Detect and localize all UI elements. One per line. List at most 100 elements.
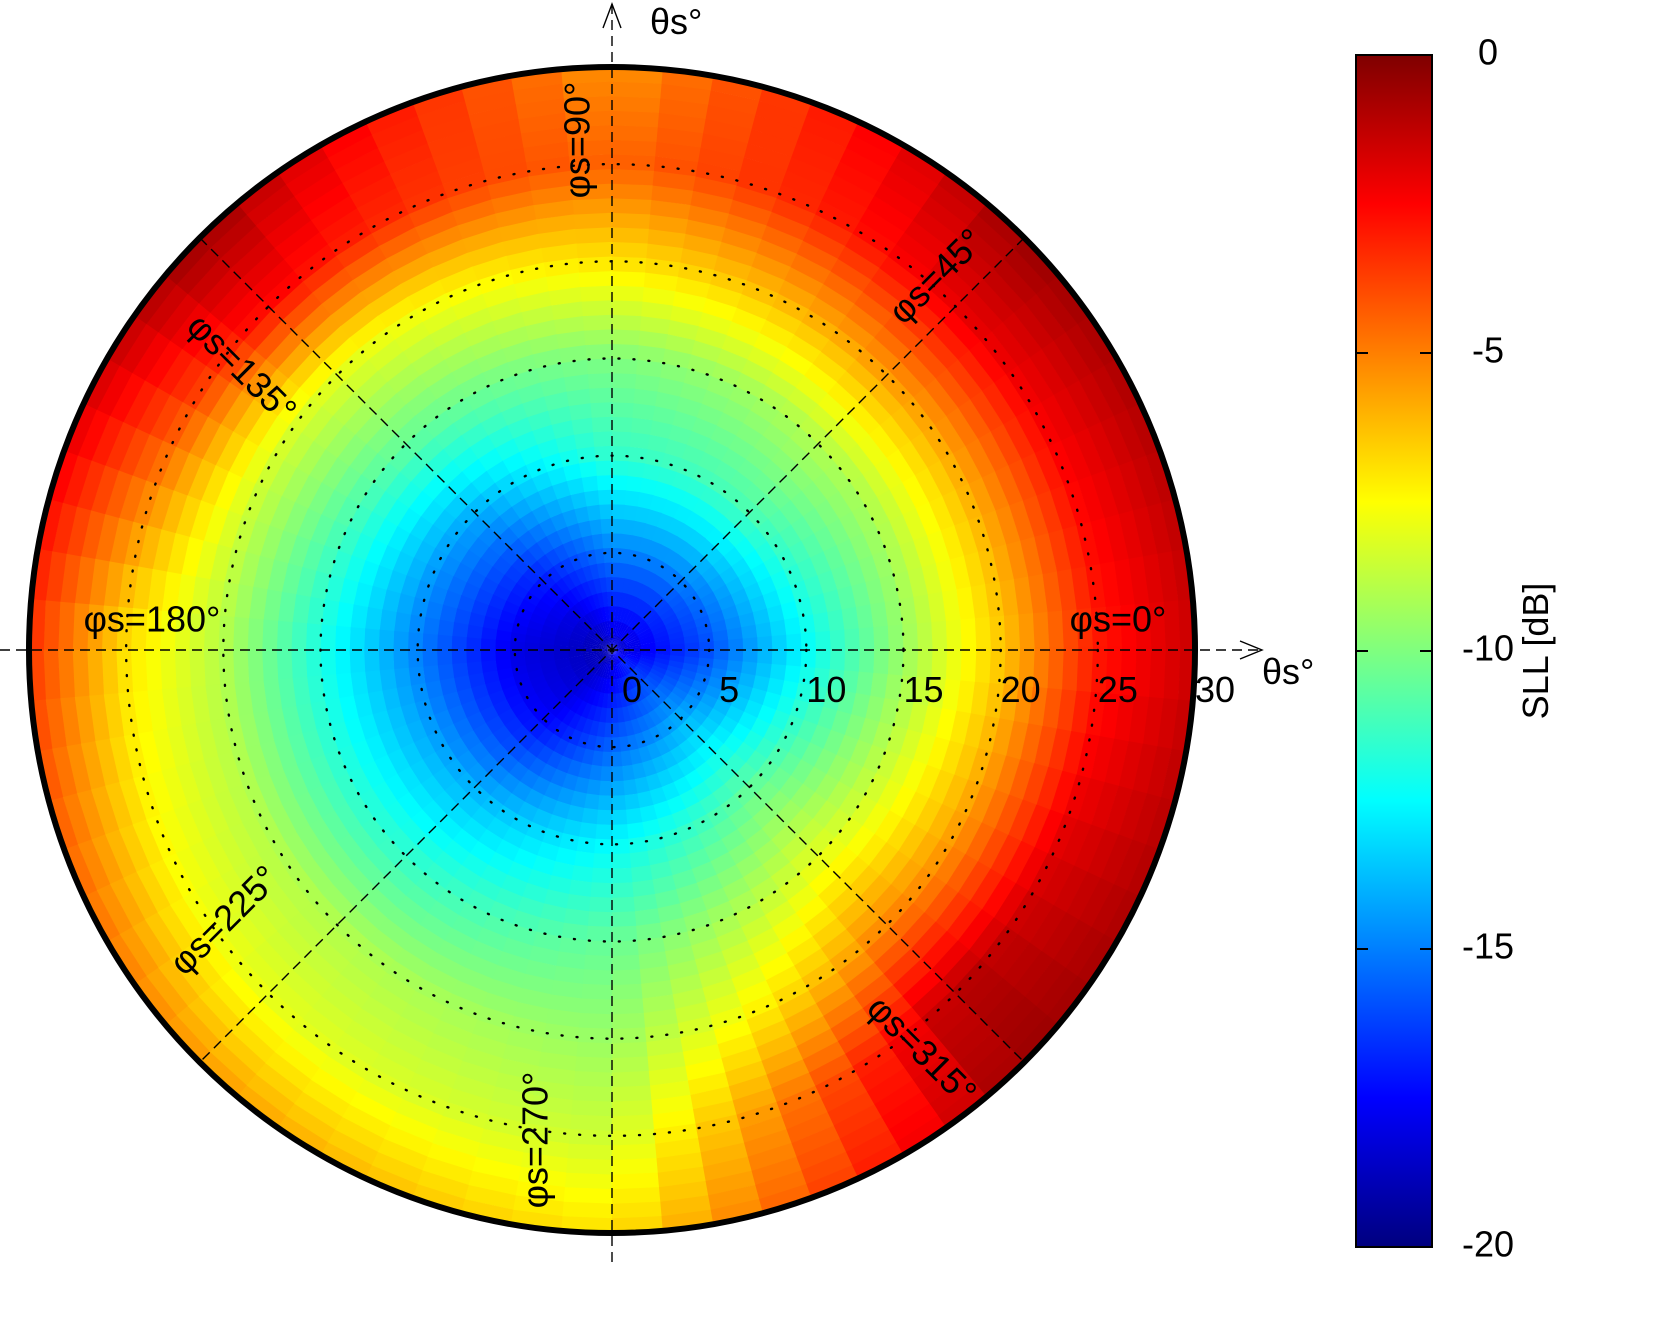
heatmap-cell [630, 718, 643, 735]
heatmap-cell [790, 514, 815, 541]
heatmap-cell [321, 884, 357, 921]
heatmap-cell [705, 752, 727, 774]
heatmap-cell [615, 693, 623, 709]
heatmap-cell [784, 1002, 827, 1034]
heatmap-cell [637, 936, 668, 956]
heatmap-cell [829, 628, 846, 650]
heatmap-cell [517, 126, 568, 149]
heatmap-cell [378, 650, 395, 672]
heatmap-cell [573, 664, 589, 676]
heatmap-cell [714, 535, 736, 557]
heatmap-cell [844, 648, 861, 672]
heatmap-cell [580, 670, 594, 684]
heatmap-cell [449, 359, 483, 386]
heatmap-cell [241, 779, 270, 819]
heatmap-cell [464, 953, 500, 980]
heatmap-cell [1000, 309, 1043, 358]
heatmap-cell [252, 319, 293, 362]
heatmap-cell [913, 592, 932, 624]
heatmap-cell [597, 662, 606, 677]
heatmap-cell [350, 532, 375, 562]
heatmap-cell [1047, 972, 1093, 1025]
heatmap-cell [341, 359, 378, 395]
heatmap-cell [1105, 646, 1123, 695]
heatmap-cell [660, 347, 692, 369]
heatmap-cell [400, 575, 421, 599]
heatmap-cell [846, 960, 887, 997]
heatmap-cell [713, 639, 729, 650]
heatmap-cell [825, 517, 851, 546]
heatmap-cell [320, 624, 337, 652]
horizontal-axis-arrowhead [1239, 640, 1264, 660]
heatmap-cell [615, 663, 623, 679]
heatmap-cell [130, 608, 148, 654]
heatmap-cell [227, 438, 259, 481]
heatmap-cell [488, 689, 507, 707]
heatmap-cell [649, 620, 666, 632]
heatmap-cell [145, 609, 162, 654]
heatmap-cell [700, 564, 720, 584]
heatmap-cell [426, 372, 459, 401]
heatmap-cell [106, 934, 149, 988]
heatmap-cell [308, 817, 339, 853]
heatmap-cell [597, 650, 612, 657]
heatmap-cell [633, 685, 646, 701]
heatmap-cell [223, 548, 246, 587]
heatmap-cell [90, 785, 121, 839]
heatmap-cell [582, 652, 598, 658]
heatmap-cell [488, 536, 509, 558]
heatmap-cell [815, 629, 831, 650]
heatmap-cell [990, 832, 1024, 877]
heatmap-cell [679, 699, 697, 716]
heatmap-cell [727, 434, 755, 459]
heatmap-cell [698, 964, 735, 989]
heatmap-cell [1025, 956, 1069, 1007]
heatmap-cell [691, 679, 709, 694]
heatmap-cell [682, 218, 726, 242]
heatmap-cell [595, 474, 612, 491]
heatmap-cell [983, 984, 1028, 1032]
heatmap-cell [802, 361, 838, 394]
heatmap-cell [871, 180, 922, 221]
heatmap-cell [629, 850, 652, 869]
heatmap-cell [766, 1058, 813, 1089]
heatmap-cell [1070, 563, 1092, 610]
heatmap-cell [614, 606, 620, 622]
heatmap-cell [981, 786, 1011, 829]
heatmap-cell [359, 453, 389, 485]
heatmap-cell [271, 219, 320, 262]
heatmap-cell [775, 278, 817, 310]
heatmap-cell [656, 683, 673, 698]
heatmap-cell [968, 1038, 1017, 1086]
heatmap-cell [874, 936, 914, 975]
heatmap-cell [1013, 573, 1034, 615]
heatmap-cell [803, 765, 828, 793]
heatmap-cell [967, 474, 996, 516]
heatmap-cell [677, 559, 695, 578]
heatmap-cell [591, 627, 603, 640]
heatmap-cell [592, 853, 614, 869]
heatmap-cell [565, 1172, 616, 1190]
heatmap-cell [900, 394, 935, 433]
heatmap-cell [552, 683, 568, 698]
heatmap-cell [626, 460, 645, 478]
heatmap-cell [960, 286, 1004, 332]
heatmap-cell [247, 650, 264, 685]
heatmap-cell [599, 780, 613, 797]
heatmap-cell [331, 147, 385, 185]
heatmap-cell [409, 464, 437, 493]
heatmap-cell [161, 766, 189, 813]
heatmap-cell [941, 947, 983, 991]
heatmap-cell [584, 793, 601, 811]
heatmap-cell [422, 617, 440, 636]
heatmap-cell [123, 521, 148, 570]
heatmap-cell [1065, 923, 1107, 977]
heatmap-cell [209, 718, 233, 759]
heatmap-cell [413, 399, 445, 428]
heatmap-cell [931, 647, 948, 680]
heatmap-cell [641, 522, 657, 541]
heatmap-cell [426, 825, 455, 853]
heatmap-cell [628, 431, 650, 449]
heatmap-cell [283, 1029, 331, 1071]
heatmap-cell [556, 344, 587, 364]
